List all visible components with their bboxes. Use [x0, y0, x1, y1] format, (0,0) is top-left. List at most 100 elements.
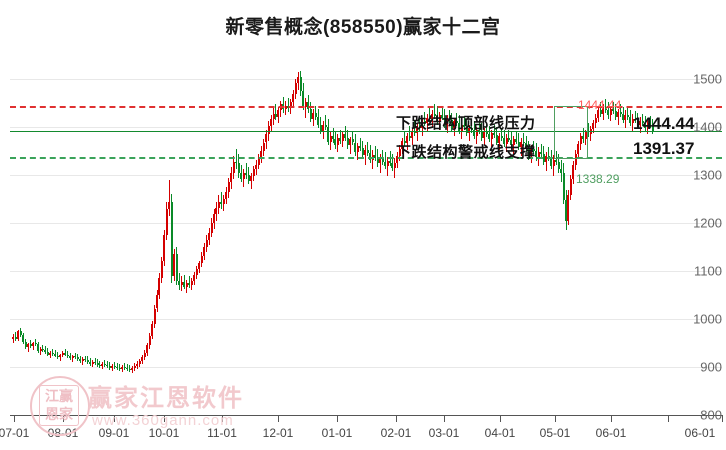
candle-body	[597, 110, 600, 118]
candle-wick	[518, 132, 520, 151]
candle-body	[562, 172, 565, 201]
x-axis-tick	[164, 415, 165, 422]
gridline	[10, 319, 722, 321]
candle-body	[203, 247, 206, 256]
y-axis-tick-label: 900	[700, 359, 722, 375]
lower-support-line	[10, 156, 722, 159]
candle-body	[634, 118, 637, 121]
candle-body	[292, 93, 295, 103]
candle-body	[515, 139, 518, 142]
page-title: 新零售概念(858550)赢家十二宫	[225, 17, 501, 38]
candle-body	[393, 163, 396, 168]
candle-body	[190, 280, 193, 286]
y-axis-tick-label: 1000	[693, 311, 722, 327]
candle-body	[339, 137, 342, 141]
candle-wick	[582, 128, 584, 143]
candle-body	[34, 343, 37, 345]
candle-body	[406, 135, 409, 143]
candle-body	[143, 352, 146, 358]
candle-body	[175, 254, 178, 281]
candle-wick	[471, 119, 473, 133]
candle-body	[255, 164, 258, 170]
candle-body	[493, 132, 496, 135]
candle-body	[423, 121, 426, 124]
candle-body	[619, 111, 622, 114]
x-axis-tick-label: 04-01	[484, 426, 516, 440]
candle-body	[341, 134, 344, 141]
candle-body	[359, 146, 362, 149]
candle-body	[470, 128, 473, 131]
candle-body	[86, 360, 89, 363]
candle-body	[294, 83, 297, 94]
candle-body	[153, 308, 156, 324]
candle-body	[441, 115, 444, 118]
candle-body	[250, 176, 253, 181]
candle-body	[557, 161, 560, 170]
x-axis-tick	[14, 415, 15, 422]
candle-body	[398, 148, 401, 156]
candle-body	[604, 107, 607, 110]
candle-body	[351, 139, 354, 143]
candle-body	[500, 135, 503, 138]
candle-body	[39, 348, 42, 351]
candle-body	[29, 344, 32, 346]
candle-body	[220, 201, 223, 204]
candle-body	[592, 123, 595, 130]
candle-body	[22, 335, 25, 343]
candle-body	[431, 113, 434, 120]
candle-body	[46, 351, 49, 355]
candle-body	[584, 131, 587, 140]
candle-wick	[533, 140, 535, 154]
candle-body	[651, 125, 654, 132]
watermark-brand: 赢家江恩软件	[88, 385, 244, 412]
support-small-label: 1338.29	[576, 172, 620, 186]
x-axis-tick	[500, 415, 501, 422]
support-price-label: 1391.37	[633, 139, 695, 158]
candle-body	[277, 110, 280, 117]
candle-wick	[463, 116, 465, 130]
candle-body	[510, 139, 513, 146]
candle-body	[198, 263, 201, 270]
x-axis-tick-label: 09-01	[98, 426, 130, 440]
candle-body	[473, 130, 476, 136]
x-axis-tick-label: 06-01	[684, 426, 716, 440]
candle-wick	[364, 145, 366, 165]
candle-wick	[332, 128, 334, 143]
candle-wick	[235, 148, 237, 170]
candle-body	[185, 282, 188, 288]
candle-body	[121, 367, 124, 369]
candle-body	[560, 169, 563, 173]
candle-body	[314, 112, 317, 117]
candle-body	[498, 135, 501, 143]
candle-body	[599, 110, 602, 114]
candle-body	[443, 117, 446, 125]
candle-body	[346, 137, 349, 146]
resistance-small-label: 1444.44	[578, 98, 622, 112]
x-axis-line	[10, 415, 722, 416]
candle-wick	[387, 156, 389, 177]
candle-wick	[44, 345, 46, 354]
candle-body	[225, 191, 228, 200]
candle-body	[98, 364, 101, 367]
watermark-stamp-chars: 江赢恩家	[39, 385, 79, 426]
candle-body	[76, 357, 79, 360]
candle-body	[483, 131, 486, 138]
candle-body	[639, 121, 642, 126]
candle-wick	[419, 116, 421, 131]
candle-wick	[52, 348, 54, 356]
candle-body	[349, 139, 352, 146]
candle-body	[577, 143, 580, 154]
candle-wick	[287, 98, 289, 112]
candle-wick	[493, 124, 495, 138]
candle-body	[408, 135, 411, 138]
candle-body	[614, 110, 617, 118]
candle-wick	[275, 104, 277, 120]
candle-body	[252, 169, 255, 177]
candle-wick	[649, 115, 651, 129]
candle-body	[37, 344, 40, 351]
candle-wick	[42, 344, 44, 352]
candle-body	[612, 108, 615, 111]
candle-body	[574, 153, 577, 165]
candle-wick	[94, 358, 96, 366]
x-axis-tick	[278, 415, 279, 422]
